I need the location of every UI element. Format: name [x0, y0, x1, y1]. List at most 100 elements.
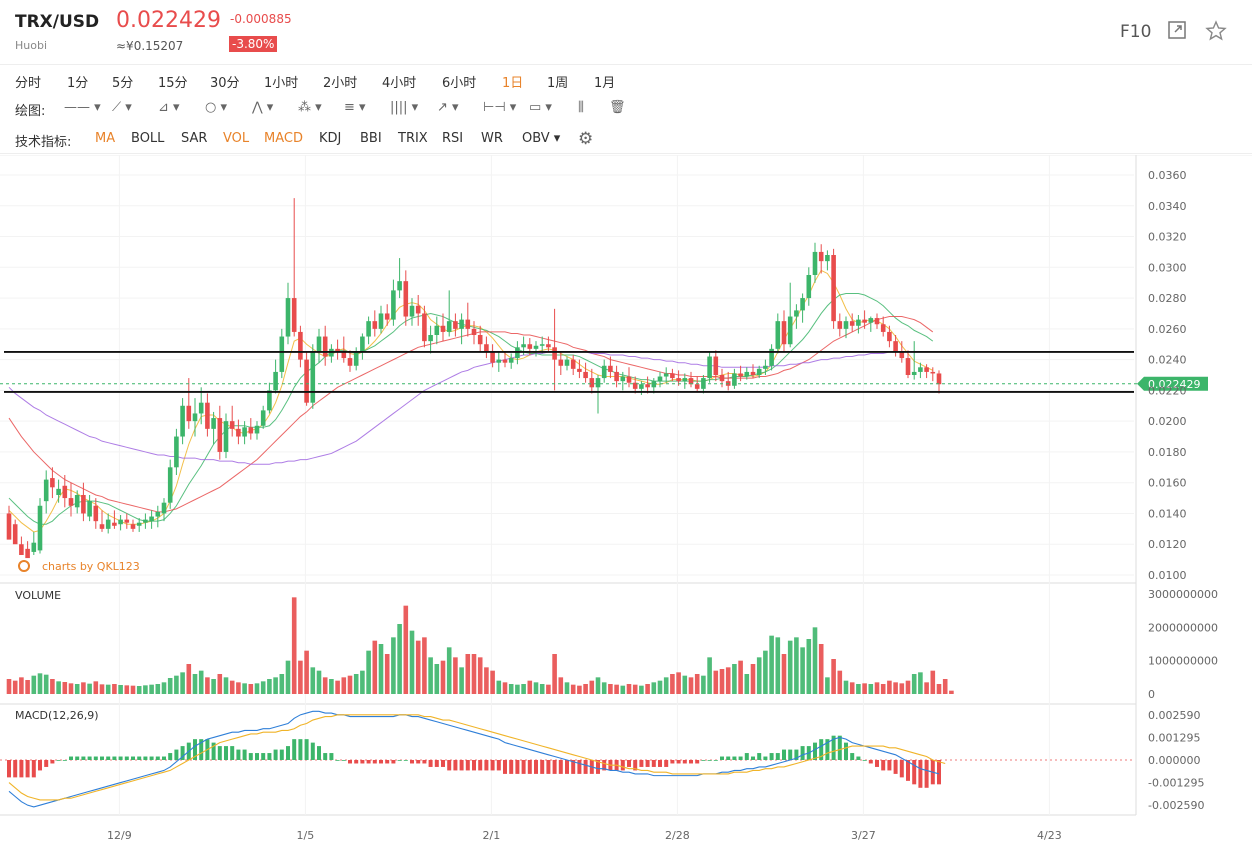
comment-tool-icon[interactable]: ▭ ▾	[529, 100, 552, 115]
ray-tool-icon[interactable]: ⟋ ▾	[112, 100, 132, 115]
candle	[732, 368, 737, 389]
volume-bar	[124, 685, 130, 694]
macd-histogram-bar	[596, 760, 600, 774]
indicator-toggle[interactable]: BBI	[360, 131, 382, 146]
macd-histogram-bar	[422, 760, 427, 764]
macd-histogram-bar	[81, 756, 86, 760]
macd-histogram-bar	[484, 760, 489, 771]
candle	[769, 344, 774, 371]
price-tick-label: 0.0260	[1148, 323, 1187, 336]
candle	[477, 325, 483, 352]
drawing-toolbar: 绘图: —— ▾ ⟋ ▾ ⊿ ▾ ○ ▾ ⋀ ▾ ⁂ ▾ ≡ ▾ |||| ▾ …	[0, 98, 1252, 122]
candle	[391, 279, 396, 326]
macd-histogram-bar	[794, 749, 799, 760]
timeframe-tab[interactable]: 1月	[594, 76, 616, 91]
gann-tool-icon[interactable]: |||| ▾	[390, 100, 419, 115]
volume-bar	[756, 657, 762, 694]
channel-tool-icon[interactable]: ⊿ ▾	[158, 100, 180, 115]
candle	[62, 475, 68, 508]
candle	[267, 382, 272, 414]
candle	[440, 313, 446, 342]
volume-bar	[645, 684, 650, 694]
macd-histogram-bar	[7, 760, 11, 778]
candle	[180, 398, 185, 445]
circle-tool-icon[interactable]: ○ ▾	[205, 100, 228, 115]
macd-dea-line	[8, 714, 946, 801]
timeframe-tab[interactable]: 30分	[210, 76, 240, 91]
macd-histogram-bar	[645, 760, 650, 767]
candle	[639, 381, 644, 395]
current-price-tag: 0.022429	[1137, 376, 1208, 391]
macd-histogram-bar	[248, 753, 253, 760]
volume-bar	[670, 674, 675, 694]
candle	[849, 313, 855, 332]
measure-tool-icon[interactable]: ⊢⊣ ▾	[483, 100, 517, 115]
indicator-toggle[interactable]: RSI	[442, 131, 464, 146]
candle	[223, 413, 229, 459]
indicator-toggle[interactable]: WR	[481, 131, 503, 146]
timeframe-tab[interactable]: 2小时	[323, 76, 358, 91]
indicator-toggle[interactable]: OBV ▾	[522, 131, 561, 146]
volume-bar	[211, 679, 216, 694]
candle	[601, 359, 607, 383]
volume-bar	[775, 637, 781, 694]
macd-histogram-bar	[899, 760, 904, 778]
indicator-toggle[interactable]: SAR	[181, 131, 208, 146]
timeframe-tab[interactable]: 分时	[15, 76, 42, 91]
timeframe-tab[interactable]: 15分	[158, 76, 188, 91]
candle	[738, 365, 743, 382]
macd-histogram-bar	[800, 746, 805, 760]
macd-histogram-bar	[255, 753, 259, 760]
volume-bar	[384, 654, 390, 694]
candle	[242, 421, 247, 445]
volume-bar	[887, 680, 892, 694]
macd-histogram-bar	[13, 760, 18, 778]
chart-area[interactable]: 0.022429 0.0360 0.0340 0.0320 0.0300 0.0280 0.…	[0, 155, 1252, 855]
line-tool-icon[interactable]: —— ▾	[64, 100, 101, 115]
timeframe-tab[interactable]: 1日	[502, 76, 524, 91]
macd-histogram-bar	[924, 760, 929, 788]
indicator-toggle[interactable]: MACD	[264, 131, 303, 146]
f10-button[interactable]: F10	[1120, 22, 1152, 42]
price-tick-label: 0.0120	[1148, 538, 1187, 551]
timeframe-tab[interactable]: 6小时	[442, 76, 477, 91]
candle	[608, 356, 613, 379]
settings-gear-icon[interactable]: ⚙	[578, 129, 594, 149]
timeframe-tab[interactable]: 1小时	[264, 76, 299, 91]
volume-bar	[353, 674, 359, 694]
candle	[750, 364, 756, 379]
macd-histogram-bar	[106, 756, 111, 760]
star-icon[interactable]	[1205, 20, 1227, 42]
candle	[843, 316, 849, 339]
indicator-toggle[interactable]: VOL	[223, 131, 250, 146]
indicator-toggle[interactable]: BOLL	[131, 131, 165, 146]
candle	[248, 418, 254, 440]
volume-bar	[924, 682, 929, 694]
fullscreen-icon[interactable]	[1166, 20, 1188, 42]
pattern-tool-icon[interactable]: ⁂ ▾	[298, 100, 322, 115]
candles-tool-icon[interactable]: ⫼	[578, 100, 584, 115]
candle	[880, 316, 886, 337]
indicator-toggle[interactable]: KDJ	[319, 131, 342, 146]
macd-histogram-bar	[658, 760, 662, 767]
candle	[130, 519, 136, 532]
indicator-toggle[interactable]: MA	[95, 131, 116, 146]
volume-bar	[366, 650, 371, 694]
timeframe-tab[interactable]: 4小时	[382, 76, 417, 91]
volume-bar	[490, 670, 495, 694]
trash-icon[interactable]: 🗑	[609, 100, 626, 115]
timeframe-tab[interactable]: 1周	[547, 76, 569, 91]
zigzag-tool-icon[interactable]: ⋀ ▾	[252, 100, 274, 115]
volume-bar	[310, 667, 316, 694]
timeframe-tab[interactable]: 5分	[112, 76, 134, 91]
fib-tool-icon[interactable]: ≡ ▾	[344, 100, 366, 115]
indicator-toggle[interactable]: TRIX	[398, 131, 428, 146]
timeframe-tab[interactable]: 1分	[67, 76, 89, 91]
volume-bar	[112, 684, 117, 694]
volume-bar	[818, 644, 824, 694]
arrow-tool-icon[interactable]: ↗ ▾	[437, 100, 459, 115]
macd-histogram-bar	[354, 760, 359, 764]
price-tick-label: 0.0280	[1148, 292, 1187, 305]
volume-bar	[843, 680, 849, 694]
volume-bar	[19, 677, 24, 694]
